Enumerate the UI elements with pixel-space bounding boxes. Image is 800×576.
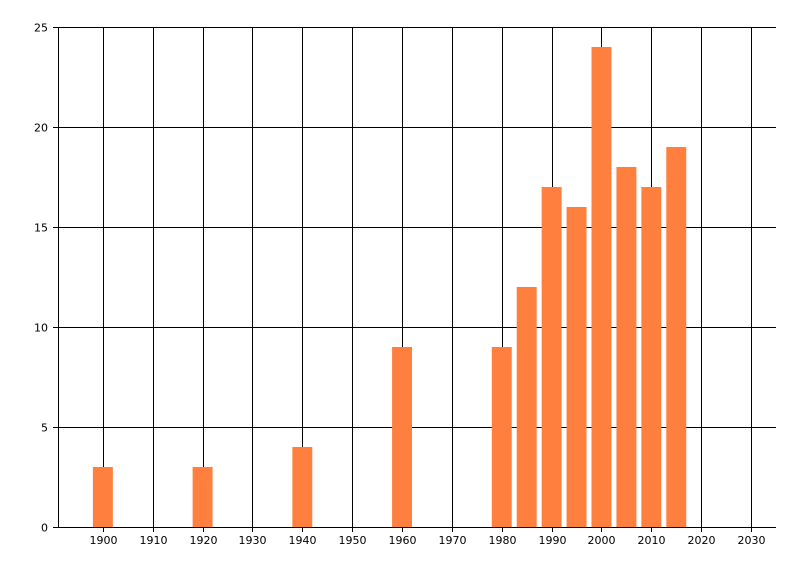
bar bbox=[591, 47, 612, 527]
y-tick-label: 5 bbox=[41, 422, 48, 435]
x-tick-label: 1990 bbox=[539, 534, 567, 547]
y-tick-label: 0 bbox=[41, 522, 48, 535]
bar bbox=[92, 467, 113, 527]
bar bbox=[292, 447, 313, 527]
bar bbox=[566, 207, 587, 527]
x-tick-label: 2020 bbox=[688, 534, 716, 547]
y-tick-label: 10 bbox=[34, 322, 48, 335]
x-tick-label: 1980 bbox=[489, 534, 517, 547]
x-tick-labels: 1900 1910 1920 1930 1940 1950 1960 1970 1980 1990… bbox=[90, 534, 766, 547]
x-tick-label: 2000 bbox=[588, 534, 616, 547]
x-tick-label: 2030 bbox=[738, 534, 766, 547]
x-tick-label: 1970 bbox=[439, 534, 467, 547]
y-tick-label: 20 bbox=[34, 122, 48, 135]
bar bbox=[641, 187, 662, 527]
x-tick-label: 1920 bbox=[190, 534, 218, 547]
bar bbox=[491, 347, 512, 527]
x-tick-label: 1910 bbox=[140, 534, 168, 547]
bar bbox=[516, 287, 537, 527]
y-tick-label: 25 bbox=[34, 22, 48, 35]
axes bbox=[53, 27, 776, 532]
bar bbox=[192, 467, 213, 527]
bars bbox=[92, 47, 687, 527]
y-tick-labels: 0 5 10 15 20 25 bbox=[34, 22, 48, 535]
x-tick-label: 1960 bbox=[389, 534, 417, 547]
x-tick-label: 1940 bbox=[289, 534, 317, 547]
bar bbox=[392, 347, 413, 527]
bar bbox=[666, 147, 687, 527]
bar bbox=[616, 167, 637, 527]
x-tick-label: 1900 bbox=[90, 534, 118, 547]
x-tick-label: 1930 bbox=[239, 534, 267, 547]
y-tick-label: 15 bbox=[34, 222, 48, 235]
x-tick-label: 2010 bbox=[638, 534, 666, 547]
bar bbox=[541, 187, 562, 527]
x-tick-label: 1950 bbox=[339, 534, 367, 547]
